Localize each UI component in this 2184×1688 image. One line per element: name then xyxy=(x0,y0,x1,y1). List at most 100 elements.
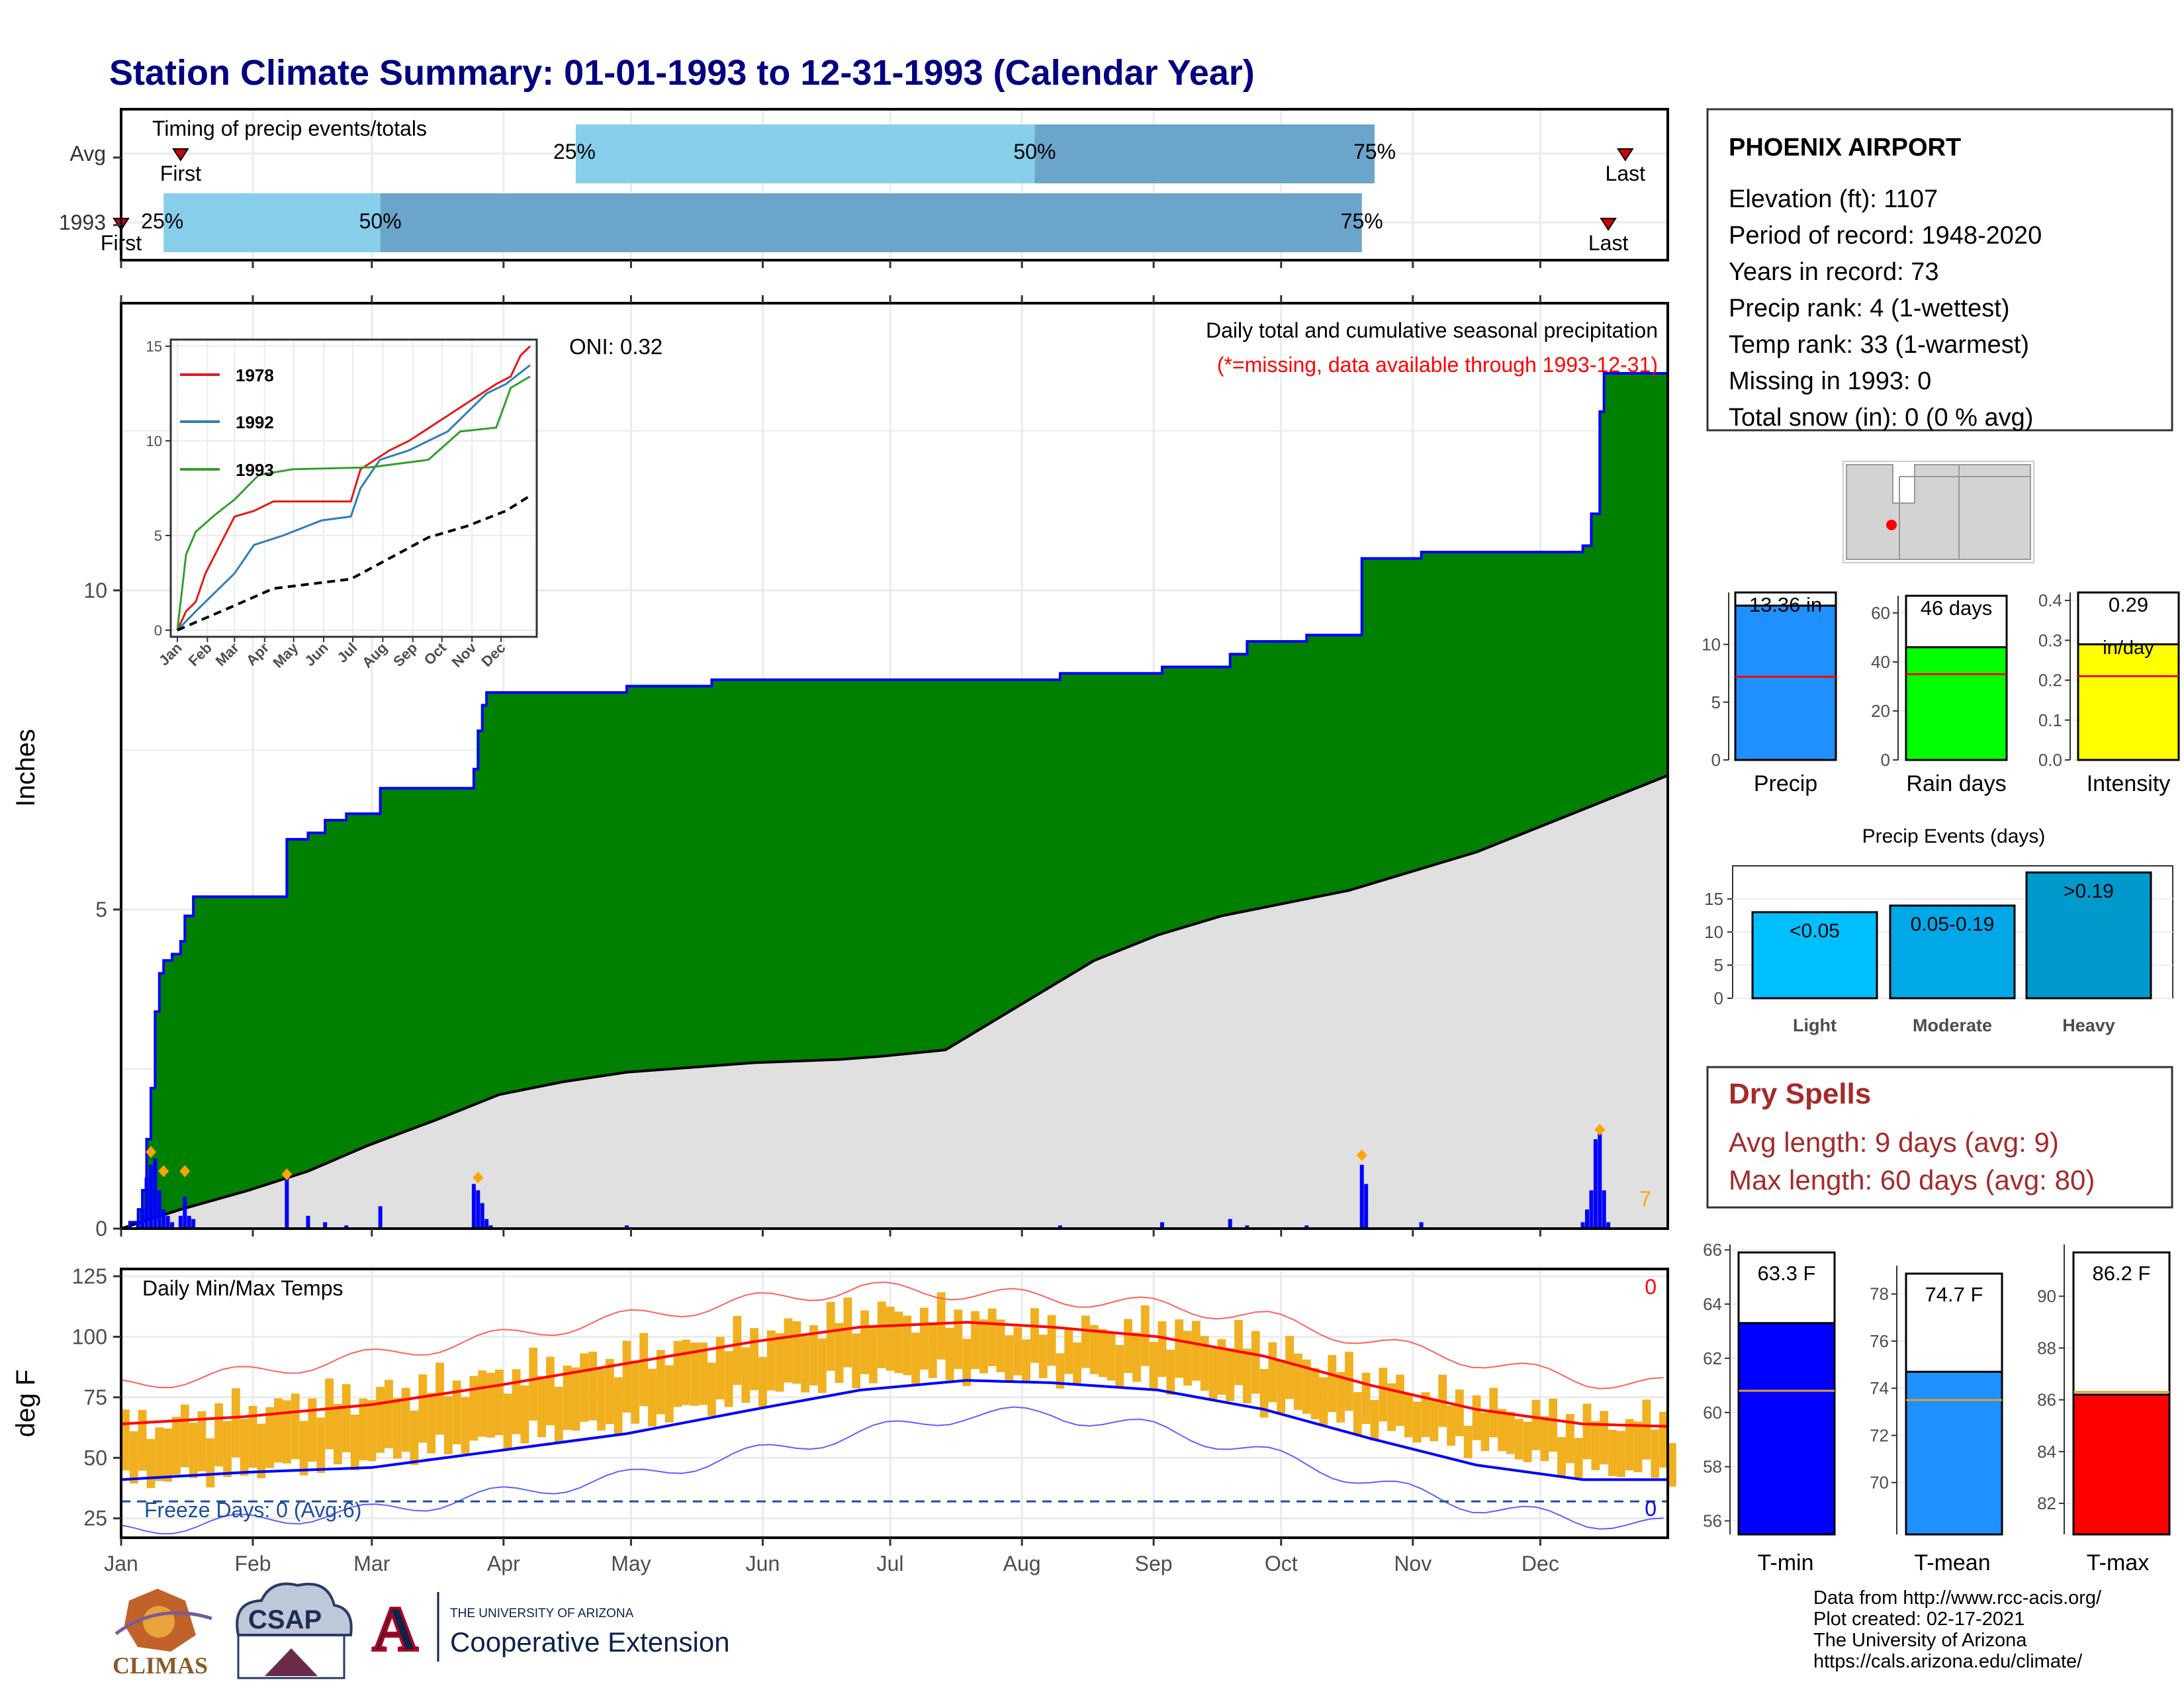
daily-temp-bar xyxy=(894,1311,903,1374)
daily-precip-bar xyxy=(1598,1133,1602,1229)
daily-precip-bar xyxy=(1585,1209,1590,1229)
daily-temp-bar xyxy=(257,1423,266,1479)
daily-temp-bar xyxy=(1345,1352,1353,1411)
daily-temp-bar xyxy=(1608,1429,1617,1476)
temp-summary-category-label: T-max xyxy=(2087,1550,2149,1575)
daily-temp-bar xyxy=(385,1380,393,1448)
temp-summary-y-tick-label: 72 xyxy=(1870,1425,1889,1445)
avg-max-line xyxy=(120,1321,1668,1428)
temp-y-axis: 25 50 75 100 125 xyxy=(72,1264,121,1530)
month-label: Sep xyxy=(1135,1552,1173,1575)
precip-y-tick-label: 10 xyxy=(83,579,107,602)
precip-events-panel: Precip Events (days) 0 5 10 15 <0.05 Light 0.0… xyxy=(1704,825,2173,1035)
daily-temp-bar xyxy=(1124,1319,1132,1374)
daily-temp-bar xyxy=(359,1398,368,1461)
daily-temp-bar xyxy=(766,1330,776,1391)
timing-bottom-ticks xyxy=(113,156,1541,268)
temp-y-tick-label: 100 xyxy=(72,1325,107,1348)
temp-summary-value-label: 74.7 F xyxy=(1925,1283,1983,1306)
daily-temp-bar xyxy=(962,1338,972,1387)
daily-temp-bar xyxy=(1013,1327,1023,1376)
daily-precip-bar xyxy=(191,1219,196,1229)
summary-y-tick-label: 0 xyxy=(1711,750,1721,770)
temp-summary-y-tick-label: 62 xyxy=(1703,1348,1722,1368)
timing-first-marker xyxy=(172,148,189,162)
daily-temp-bar xyxy=(206,1438,215,1487)
events-bars: 0 5 10 15 <0.05 Light 0.05-0.19 Moderate >0.19 He… xyxy=(1704,865,2173,1035)
month-x-axis: Jan Feb Mar Apr May Jun Jul Aug Sep Oct Nov Dec xyxy=(104,1538,1559,1575)
daily-temp-bar xyxy=(1523,1421,1532,1462)
daily-precip-bar xyxy=(480,1203,484,1229)
daily-precip-bar xyxy=(1245,1225,1250,1229)
daily-temp-bar xyxy=(936,1292,946,1360)
daily-temp-bar xyxy=(1294,1353,1302,1410)
station-period: Period of record: 1948-2020 xyxy=(1729,222,2042,250)
daily-temp-bar xyxy=(1158,1321,1167,1378)
timing-label-25: 25% xyxy=(553,140,596,164)
timing-frame xyxy=(120,108,1669,261)
daily-temp-bar xyxy=(1430,1399,1439,1442)
daily-temp-bar xyxy=(214,1403,224,1467)
precip-summary-bars: 0 5 10 13.36 in Precip 0 20 40 60 46 days Rain day… xyxy=(1702,590,2180,796)
daily-temp-bar xyxy=(334,1403,342,1465)
daily-temp-bar xyxy=(928,1322,937,1378)
temp-y-tick-label: 75 xyxy=(83,1385,107,1409)
daily-temp-bar xyxy=(376,1387,385,1453)
credit-line-2: Plot created: 02-17-2021 xyxy=(1813,1609,2025,1630)
daily-temp-bar xyxy=(1310,1368,1320,1419)
daily-temp-bar xyxy=(1149,1342,1158,1389)
daily-temp-bar xyxy=(1208,1348,1218,1399)
timing-label-50: 50% xyxy=(359,209,402,233)
month-label: Oct xyxy=(1265,1552,1298,1575)
daily-temp-bar xyxy=(1412,1401,1422,1443)
record-max-line xyxy=(120,1282,1664,1389)
daily-temp-bar xyxy=(911,1333,920,1385)
credit-line-1: Data from http://www.rcc-acis.org/ xyxy=(1813,1587,2102,1609)
daily-temp-bar xyxy=(987,1308,997,1366)
daily-temp-bar xyxy=(605,1358,614,1425)
dry-spells-box: Dry Spells Avg length: 9 days (avg: 9) M… xyxy=(1706,1066,2173,1209)
temp-summary-category-label: T-mean xyxy=(1914,1550,1990,1575)
page-title: Station Climate Summary: 01-01-1993 to 1… xyxy=(109,53,1255,93)
climas-swoosh xyxy=(114,1611,212,1636)
daily-temp-bar xyxy=(1098,1329,1107,1378)
timing-label-75: 75% xyxy=(1353,140,1396,164)
daily-temp-bar xyxy=(843,1297,852,1368)
precip-y-tick-label: 0 xyxy=(95,1217,107,1241)
precip-y-axis: 0 5 10 xyxy=(83,295,1541,1241)
max-precip-markers xyxy=(145,1123,1606,1184)
daily-temp-bar xyxy=(1540,1416,1549,1462)
summary-value-label: 0.29 xyxy=(2109,593,2148,616)
daily-temp-bar xyxy=(240,1419,249,1476)
max-precip-marker xyxy=(145,1146,156,1158)
events-value-label: 0.05-0.19 xyxy=(1911,914,1995,935)
daily-temp-bar xyxy=(1549,1398,1558,1452)
climas-text: CLIMAS xyxy=(113,1652,208,1679)
daily-precip-bar xyxy=(127,1225,132,1229)
summary-y-tick-label: 60 xyxy=(1871,603,1890,623)
daily-temp-bar xyxy=(1574,1438,1583,1479)
daily-temp-bar xyxy=(707,1362,716,1416)
daily-temp-bar xyxy=(1056,1353,1065,1389)
ua-small-text: THE UNIVERSITY OF ARIZONA xyxy=(450,1607,634,1620)
summary-bar-rain-days xyxy=(1905,646,2008,761)
daily-temp-bar xyxy=(1404,1393,1413,1438)
inset-y-tick-label: 0 xyxy=(154,622,162,639)
temp-summary-y-tick-label: 56 xyxy=(1703,1511,1722,1531)
daily-precip-bar xyxy=(625,1225,629,1229)
daily-temp-bar xyxy=(1472,1395,1481,1440)
precip-missing-note: (*=missing, data available through 1993-… xyxy=(1217,353,1658,377)
inset-series-line xyxy=(176,345,531,631)
summary-y-tick-label: 0.0 xyxy=(2038,750,2062,770)
daily-temp-bar xyxy=(1361,1372,1371,1425)
daily-temp-bar xyxy=(1498,1409,1506,1452)
daily-temp-bar xyxy=(138,1409,147,1471)
credit-line-3: The University of Arizona xyxy=(1813,1630,2027,1651)
temp-frame xyxy=(120,1268,1669,1539)
daily-precip-bar xyxy=(1364,1184,1369,1229)
daily-temp-bar xyxy=(945,1327,954,1381)
freeze-days-label: Freeze Days: 0 (Avg:6) xyxy=(144,1498,361,1522)
daily-temp-bar xyxy=(1353,1392,1362,1436)
inset-y-tick-label: 15 xyxy=(146,338,162,355)
timing-title: Timing of precip events/totals xyxy=(152,117,427,140)
